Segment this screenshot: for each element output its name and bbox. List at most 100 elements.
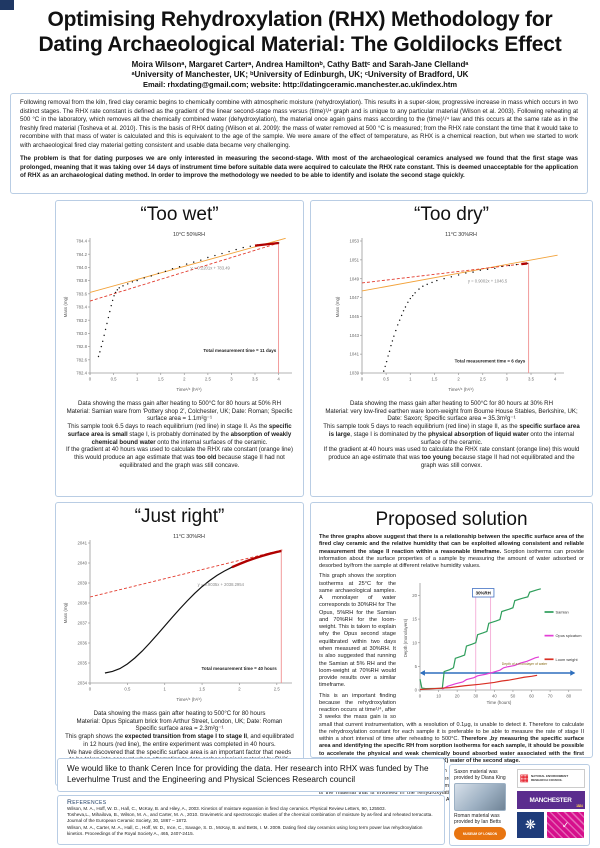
svg-text:2034: 2034 [77,681,87,686]
nerc-logo-label: NATURAL ENVIRONMENT RESEARCH COUNCIL [530,774,569,782]
svg-text:0: 0 [88,377,91,382]
svg-text:1: 1 [409,377,412,382]
svg-text:1041: 1041 [349,352,359,357]
svg-text:0: 0 [415,688,418,693]
svg-text:782.6: 782.6 [76,357,87,362]
too-dry-heading: “Too dry” [414,204,489,225]
svg-text:3: 3 [505,377,508,382]
svg-text:y = 0.9002x + 1046.5: y = 0.9002x + 1046.5 [467,278,507,283]
intro-paragraph-1: Following removal from the kiln, fired c… [20,99,578,149]
panel-too-dry: “Too dry” 1039 1041 1043 1045 1047 1049 1051 10… [310,200,593,497]
svg-text:Depth (monolayers): Depth (monolayers) [403,619,408,658]
svg-text:1049: 1049 [349,276,359,281]
svg-text:784.0: 784.0 [76,265,87,270]
svg-text:2.5: 2.5 [479,377,486,382]
svg-text:783.4: 783.4 [76,305,87,310]
museum-of-london-logo: MUSEUM OF LONDON [454,827,506,840]
svg-text:2: 2 [457,377,460,382]
svg-text:2040: 2040 [77,561,87,566]
panel-proposed-solution: Proposed solution The three graphs above… [310,502,593,803]
saxon-credit-caption: Saxon material was provided by Diana Kin… [454,769,506,781]
svg-text:Total measurement time = 6 day: Total measurement time = 6 days [454,359,525,364]
roman-credit-caption: Roman material was provided by Ian Betts [454,813,501,825]
svg-text:2037: 2037 [77,621,87,626]
svg-text:30: 30 [473,694,478,699]
svg-text:y = 0.2201x + 783.49: y = 0.2201x + 783.49 [190,265,230,270]
svg-text:20: 20 [412,593,417,598]
svg-text:782.4: 782.4 [76,371,87,376]
svg-text:50: 50 [511,694,516,699]
svg-text:1039: 1039 [349,371,359,376]
svg-text:2041: 2041 [77,541,87,546]
svg-text:1: 1 [135,377,138,382]
reference-item: Wilson, M. A., Hoff, W. D., Hall, C., Mc… [67,806,386,811]
manchester-logo-label: MANCHESTER [529,796,572,804]
too-dry-chart: 1039 1041 1043 1045 1047 1049 1051 1053 0 0.5 1 1.5… [311,227,592,400]
svg-text:2039: 2039 [77,581,87,586]
svg-text:783.6: 783.6 [76,291,87,296]
svg-text:0.5: 0.5 [110,377,117,382]
acknowledgement-text: We would like to thank Ceren Ince for pr… [67,764,429,784]
svg-text:1.5: 1.5 [157,377,164,382]
acknowledgement-box: We would like to thank Ceren Ince for pr… [57,758,445,792]
panel-too-wet: “Too wet” 782.4 782.6 782.8 783.0 783.2 783.4… [55,200,304,497]
svg-text:11°C 30%RH: 11°C 30%RH [173,534,205,540]
svg-text:2035: 2035 [77,661,87,666]
too-wet-caption: Data showing the mass gain after heating… [66,400,293,469]
svg-text:2: 2 [238,687,241,692]
contact-line: Email: rhxdating@gmail.com; website: htt… [142,80,458,89]
svg-text:30%RH: 30%RH [476,591,491,596]
nerc-brick-icon: ▦ [519,772,529,784]
svg-text:0: 0 [419,694,422,699]
svg-text:1051: 1051 [349,257,359,262]
svg-text:1047: 1047 [349,295,359,300]
svg-text:Total measurement time = 11 da: Total measurement time = 11 days [203,348,276,353]
svg-text:Samian: Samian [556,610,569,615]
svg-text:783.8: 783.8 [76,278,87,283]
svg-text:60: 60 [529,694,534,699]
authors-line: Moira Wilsonᵃ, Margaret Carterᵃ, Andrea … [131,60,469,69]
affiliations-line: ᵃUniversity of Manchester, UK; ᵇUniversi… [131,70,469,79]
svg-text:1.5: 1.5 [431,377,438,382]
svg-text:4: 4 [277,377,280,382]
svg-text:80: 80 [566,694,571,699]
just-right-chart: 2034 2035 2036 2037 2038 2039 2040 2041 0 0.5 1 1.5… [56,529,303,710]
university-of-manchester-logo: MANCHESTER 1824 [516,791,585,809]
panel-just-right: “Just right” 2034 2035 2036 2037 2038 2039 204… [55,502,304,787]
svg-text:0.5: 0.5 [124,687,131,692]
svg-text:1053: 1053 [349,239,359,244]
svg-text:2: 2 [183,377,186,382]
svg-text:Mass (mg): Mass (mg) [63,296,68,317]
sorption-isotherm-chart: 0 5 10 15 20 0 10 20 30 40 50 60 70 80 Time (hours) Dep… [400,574,584,713]
svg-text:70: 70 [548,694,553,699]
corner-mark [0,0,14,10]
svg-text:Depth of a monolayer of water: Depth of a monolayer of water [502,662,548,666]
proposed-paragraph-1: The three graphs above suggest that ther… [319,534,584,570]
svg-text:2.5: 2.5 [204,377,211,382]
svg-text:Loom weight: Loom weight [556,657,579,662]
reference-item: Wilson, M. A., Carter, M. A., Hall, C., … [67,824,423,836]
saxon-loom-weight-photo [454,783,506,811]
reference-item: Tosheva,L., Mihailova, B., Wilson, M. A.… [67,812,433,824]
svg-text:783.0: 783.0 [76,331,87,336]
svg-text:Time¹/⁴ (h¹/⁴): Time¹/⁴ (h¹/⁴) [176,697,202,702]
svg-text:1045: 1045 [349,314,359,319]
svg-text:Mass (mg): Mass (mg) [335,296,340,317]
svg-text:1.5: 1.5 [199,687,206,692]
svg-text:0: 0 [88,687,91,692]
svg-text:11°C 30%RH: 11°C 30%RH [445,232,477,238]
svg-text:Total measurement time = 40 ho: Total measurement time = 40 hours [201,666,277,671]
university-of-bradford-logo: ✓ [547,812,584,838]
svg-text:20: 20 [455,694,460,699]
svg-text:10: 10 [436,694,441,699]
svg-text:782.8: 782.8 [76,344,87,349]
nerc-logo: ▦ NATURAL ENVIRONMENT RESEARCH COUNCIL [516,769,585,788]
svg-text:4: 4 [553,377,556,382]
poster-title-line1: Optimising Rehydroxylation (RHX) Methodo… [47,8,553,31]
manchester-logo-year: 1824 [576,804,583,808]
svg-text:0.5: 0.5 [383,377,390,382]
poster-title-line2: Dating Archaeological Material: The Gold… [38,32,562,56]
svg-text:5: 5 [415,664,418,669]
too-dry-caption: Data showing the mass gain after heating… [323,400,580,469]
